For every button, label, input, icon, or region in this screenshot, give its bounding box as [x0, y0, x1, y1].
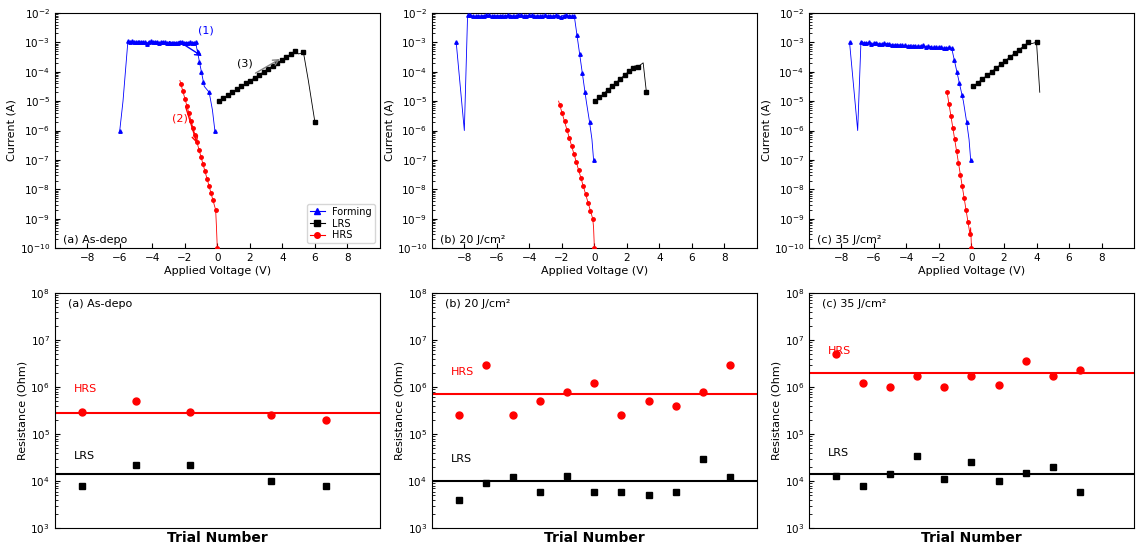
Y-axis label: Current (A): Current (A): [385, 99, 394, 162]
Text: (c) 35 J/cm²: (c) 35 J/cm²: [823, 299, 887, 309]
Y-axis label: Resistance (Ohm): Resistance (Ohm): [771, 361, 782, 460]
X-axis label: Applied Voltage (V): Applied Voltage (V): [917, 266, 1025, 276]
Y-axis label: Current (A): Current (A): [7, 99, 17, 162]
Text: (3): (3): [237, 59, 252, 68]
Text: (c) 35 J/cm²: (c) 35 J/cm²: [817, 235, 881, 245]
Text: (a) As-depo: (a) As-depo: [68, 299, 132, 309]
X-axis label: Trial Number: Trial Number: [544, 531, 645, 545]
Text: HRS: HRS: [451, 367, 474, 377]
Y-axis label: Current (A): Current (A): [761, 99, 771, 162]
Text: (b) 20 J/cm²: (b) 20 J/cm²: [440, 235, 505, 245]
Text: HRS: HRS: [74, 384, 97, 394]
Text: (2): (2): [172, 114, 187, 124]
Text: LRS: LRS: [74, 451, 95, 461]
X-axis label: Applied Voltage (V): Applied Voltage (V): [163, 266, 270, 276]
Text: LRS: LRS: [451, 454, 472, 464]
Y-axis label: Resistance (Ohm): Resistance (Ohm): [17, 361, 27, 460]
Text: (a) As-depo: (a) As-depo: [63, 235, 127, 245]
Text: HRS: HRS: [828, 346, 851, 356]
Text: (1): (1): [197, 25, 213, 35]
X-axis label: Applied Voltage (V): Applied Voltage (V): [541, 266, 648, 276]
Text: LRS: LRS: [828, 448, 849, 458]
X-axis label: Trial Number: Trial Number: [921, 531, 1022, 545]
Legend: Forming, LRS, HRS: Forming, LRS, HRS: [307, 204, 375, 243]
Text: (b) 20 J/cm²: (b) 20 J/cm²: [445, 299, 511, 309]
Y-axis label: Resistance (Ohm): Resistance (Ohm): [395, 361, 405, 460]
X-axis label: Trial Number: Trial Number: [167, 531, 268, 545]
